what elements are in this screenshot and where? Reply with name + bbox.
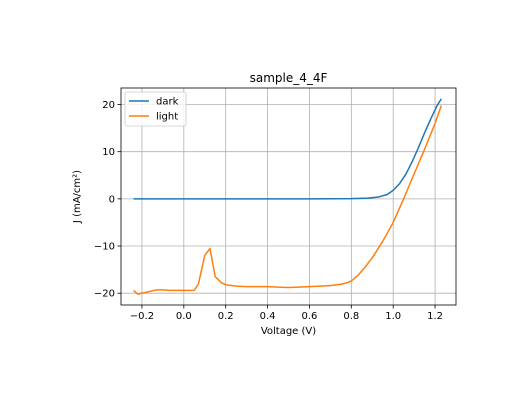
x-tick-label: 1.0 xyxy=(385,311,401,322)
legend-label-dark: dark xyxy=(156,97,179,108)
plot-frame xyxy=(120,87,457,306)
x-tick-label: 0.6 xyxy=(301,311,317,322)
x-tick-label: 0.8 xyxy=(343,311,359,322)
chart-title: sample_4_4F xyxy=(250,71,328,85)
y-tick-label: 0 xyxy=(109,194,115,205)
y-tick-label: 10 xyxy=(102,147,115,158)
series-line-light xyxy=(133,105,443,295)
legend-label-light: light xyxy=(156,112,178,123)
y-axis-label: J (mA/cm²) xyxy=(72,170,83,224)
x-tick-label: 1.2 xyxy=(427,311,443,322)
y-tick-label: −10 xyxy=(94,242,115,253)
series-line-dark xyxy=(133,98,442,200)
series-layer xyxy=(133,98,443,295)
ticks: −0.2 0.0 0.2 0.4 0.6 0.8 1.0 1.2 −20 −10 0 10 20 xyxy=(94,100,443,322)
x-tick-label: 0.0 xyxy=(176,311,192,322)
x-axis-label: Voltage (V) xyxy=(261,326,316,337)
y-tick-label: 20 xyxy=(102,100,115,111)
x-tick-label: −0.2 xyxy=(130,311,154,322)
x-tick-label: 0.4 xyxy=(260,311,276,322)
legend: dark light xyxy=(124,91,187,127)
x-tick-label: 0.2 xyxy=(218,311,234,322)
y-tick-label: −20 xyxy=(94,289,115,300)
